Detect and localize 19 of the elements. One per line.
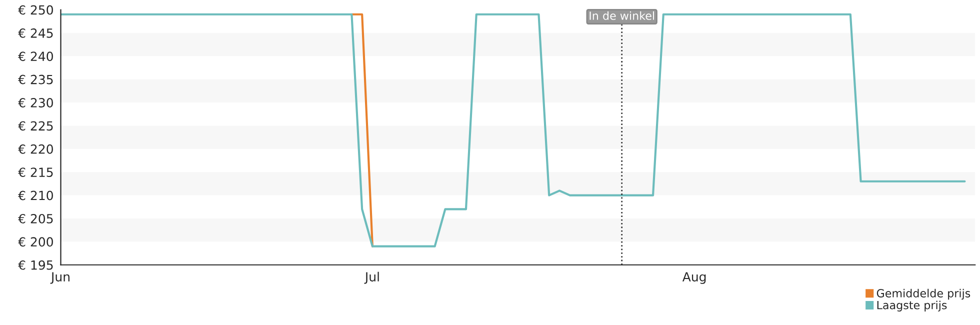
x-tick-label: Jun bbox=[50, 272, 70, 284]
legend-label: Gemiddelde prijs bbox=[876, 288, 970, 300]
y-tick-label: € 205 bbox=[18, 214, 53, 224]
y-tick-label: € 250 bbox=[18, 5, 53, 15]
x-tick-label: Aug bbox=[682, 272, 706, 284]
y-tick-label: € 215 bbox=[18, 168, 53, 178]
x-tick-label: Jul bbox=[364, 272, 379, 284]
ref-line-label: In de winkel bbox=[590, 11, 654, 20]
y-tick-label: € 210 bbox=[18, 190, 53, 200]
y-tick-label: € 200 bbox=[18, 237, 53, 247]
line-series bbox=[60, 13, 966, 248]
y-tick-label: € 240 bbox=[18, 52, 53, 62]
y-tick-label: € 225 bbox=[18, 121, 53, 131]
y-tick-label: € 230 bbox=[18, 98, 53, 108]
y-tick-label: € 245 bbox=[18, 28, 53, 38]
y-tick-label: € 195 bbox=[18, 260, 53, 270]
y-tick-label: € 235 bbox=[18, 74, 53, 84]
legend-label: Laagste prijs bbox=[877, 300, 947, 312]
y-tick-label: € 220 bbox=[18, 144, 53, 154]
